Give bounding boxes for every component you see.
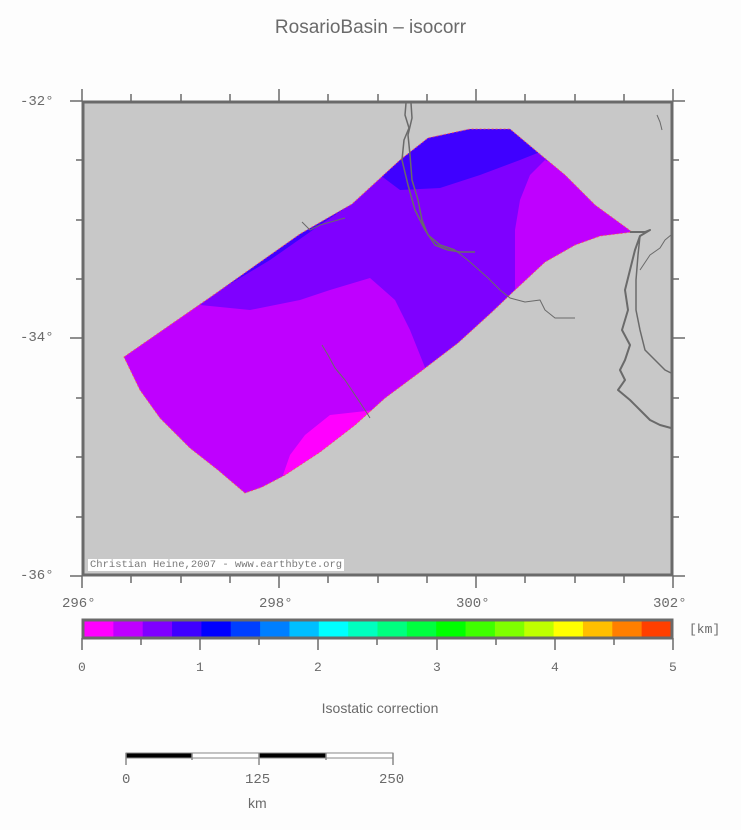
colorbar-tick-5: 5 [669, 660, 677, 675]
colorbar-tick-3: 3 [433, 660, 441, 675]
colorbar-tick-0: 0 [78, 660, 86, 675]
y-tick-label-32: -32° [20, 94, 54, 110]
colorbar-bin [201, 621, 232, 637]
colorbar-bin [260, 621, 290, 637]
colorbar-bin [494, 621, 525, 637]
colorbar-bin [377, 621, 408, 637]
colorbar-title: Isostatic correction [321, 700, 439, 716]
x-tick-label-296: 296° [62, 596, 96, 612]
scalebar-tick-250: 250 [379, 772, 405, 788]
colorbar-bin [113, 621, 144, 637]
colorbar-bin [436, 621, 467, 637]
colorbar-bin [553, 621, 584, 637]
y-axis-ticks [70, 100, 685, 577]
colorbar-unit: [km] [689, 622, 721, 637]
y-tick-label-34: -34° [20, 330, 54, 346]
scalebar-unit: km [248, 795, 267, 811]
colorbar-tick-1: 1 [196, 660, 204, 675]
scale-bar [125, 752, 394, 765]
scalebar-tick-125: 125 [245, 772, 271, 788]
map-frame [81, 100, 674, 577]
credit-label: Christian Heine,2007 - www.earthbyte.org [88, 559, 345, 571]
colorbar-bin [641, 621, 672, 637]
colorbar-bin [289, 621, 320, 637]
colorbar-bin [142, 621, 173, 637]
scalebar-tick-0: 0 [122, 772, 131, 788]
colorbar-bin [84, 621, 114, 637]
basin-outline [123, 128, 634, 494]
x-tick-label-298: 298° [259, 596, 293, 612]
colorbar-bin [524, 621, 555, 637]
colorbar-bin [172, 621, 202, 637]
colorbar-tick-4: 4 [551, 660, 559, 675]
coastlines-and-rivers [301, 102, 672, 429]
colorbar-bin [406, 621, 437, 637]
map-title: RosarioBasin – isocorr [274, 17, 467, 38]
colorbar-bin [230, 621, 261, 637]
colorbar-bin [612, 621, 643, 637]
colorbar [84, 621, 672, 637]
colorbar-ticks [81, 638, 674, 650]
x-tick-label-302: 302° [653, 596, 687, 612]
x-axis-ticks [81, 89, 674, 588]
colorbar-bin [465, 621, 496, 637]
colorbar-bin [348, 621, 378, 637]
y-tick-label-36: -36° [20, 568, 54, 584]
colorbar-bin [318, 621, 349, 637]
colorbar-tick-2: 2 [314, 660, 322, 675]
x-tick-label-300: 300° [456, 596, 490, 612]
colorbar-bin [582, 621, 613, 637]
